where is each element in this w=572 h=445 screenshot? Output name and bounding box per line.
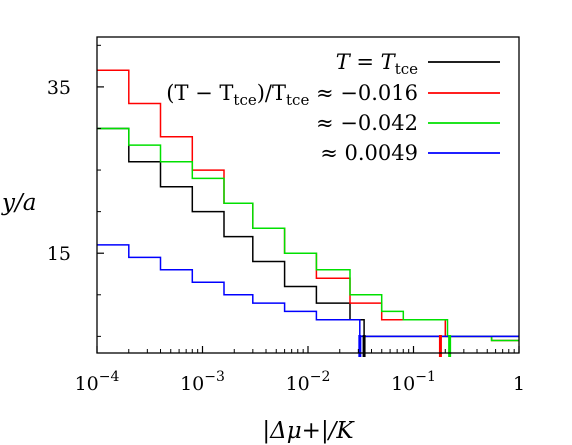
x-tick-label-4: 1 [513, 373, 525, 395]
series-line-2 [97, 127, 519, 342]
series-line-1 [97, 69, 519, 342]
y-tick-label-0: 15 [47, 243, 71, 265]
series-line-0 [97, 127, 519, 338]
series-layer [97, 69, 519, 342]
x-axis-label: |Δμ+|/K [262, 418, 355, 444]
x-tick-label-2: 10−2 [286, 369, 331, 395]
legend-label-0: T = Ttce [336, 50, 418, 78]
legend-label-1: (T − Ttce)/Ttce ≈ −0.016 [166, 81, 418, 109]
marker-layer [358, 335, 452, 357]
x-tick-label-3: 10−1 [391, 369, 436, 395]
legend-label-2: ≈ −0.042 [316, 111, 418, 135]
plot-frame [96, 36, 520, 354]
legend-label-3: ≈ 0.0049 [320, 141, 418, 165]
x-tick-label-1: 10−3 [180, 369, 225, 395]
series-line-3 [97, 244, 519, 338]
y-axis-label: y/a [1, 190, 36, 216]
y-tick-label-1: 35 [47, 77, 71, 99]
tick-layer: 10−4 10−3 10−2 10−1 1 15 35 [47, 44, 525, 395]
x-tick-label-0: 10−4 [75, 369, 120, 395]
legend: T = Ttce (T − Ttce)/Ttce ≈ −0.016≈ −0.042… [166, 50, 500, 165]
